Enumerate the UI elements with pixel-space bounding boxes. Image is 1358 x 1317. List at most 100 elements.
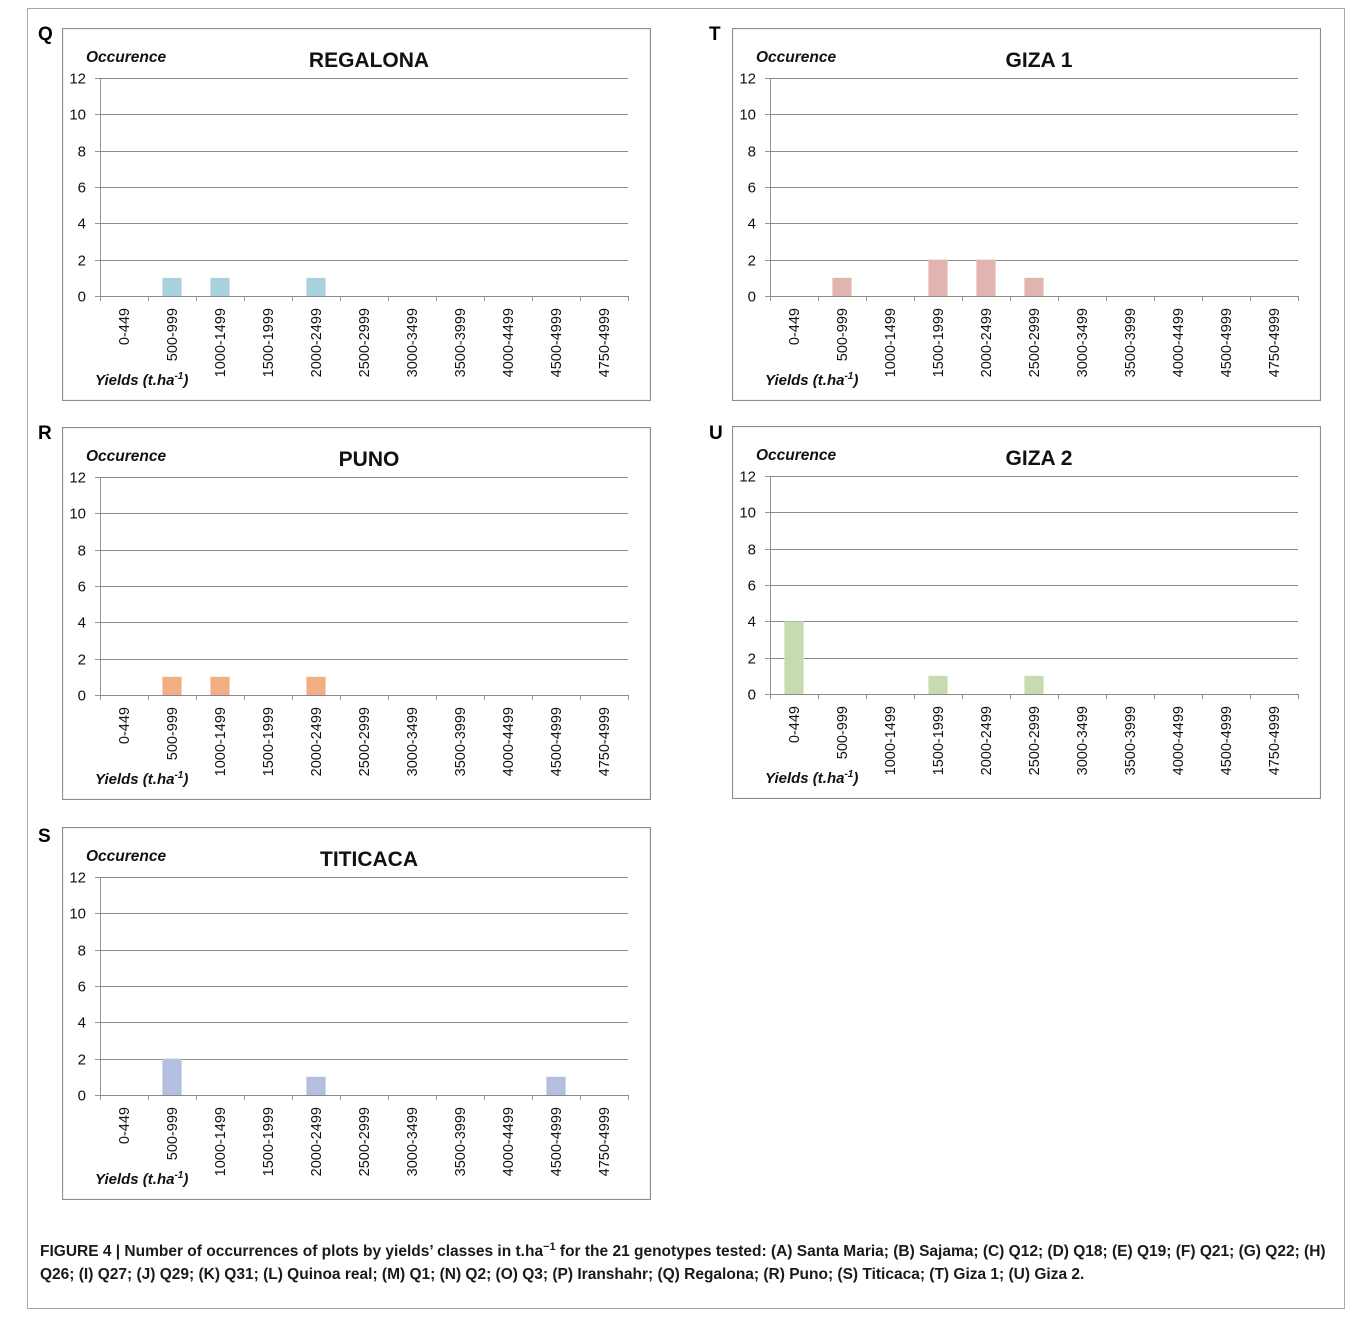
- bar-2000-2499: [306, 1076, 326, 1095]
- x-tick-label-4750-4999: 4750-4999: [597, 1107, 613, 1176]
- x-tick-label-1000-1499: 1000-1499: [213, 308, 229, 377]
- y-tick-label: 6: [78, 579, 86, 596]
- x-tick-label-2500-2999: 2500-2999: [357, 308, 373, 377]
- y-tick-label: 4: [78, 615, 86, 632]
- y-tick-label: 10: [739, 505, 756, 522]
- x-axis-label-main: Yields (t.ha: [95, 372, 174, 389]
- x-tick-label-2000-2499: 2000-2499: [309, 707, 325, 776]
- y-tick-label: 4: [748, 216, 756, 233]
- y-tick-label: 12: [739, 71, 756, 88]
- y-tick-label: 6: [78, 180, 86, 197]
- x-tick-label-4500-4999: 4500-4999: [1219, 706, 1235, 775]
- x-axis-label-sup: -1: [174, 1170, 183, 1181]
- chart-puno: 0 2 4 6 8 10 12 0-449 500-999 1000-1499 1500-1999 2…: [62, 427, 651, 800]
- x-tick-label-4750-4999: 4750-4999: [597, 707, 613, 776]
- x-tick-label-4750-4999: 4750-4999: [1267, 706, 1283, 775]
- x-tick-label-0-449: 0-449: [117, 308, 133, 345]
- x-axis-label: Yields (t.ha-1): [95, 371, 188, 389]
- bar-4500-4999: [546, 1076, 566, 1095]
- y-tick-label: 12: [69, 71, 86, 88]
- x-axis-label-end: ): [181, 1171, 188, 1188]
- y-tick-label: 10: [69, 906, 86, 923]
- x-tick-label-4500-4999: 4500-4999: [1219, 308, 1235, 377]
- x-tick-label-500-999: 500-999: [165, 707, 181, 760]
- x-tick-label-0-449: 0-449: [117, 707, 133, 744]
- x-tick-label-0-449: 0-449: [787, 308, 803, 345]
- x-tick-label-3500-3999: 3500-3999: [453, 707, 469, 776]
- chart-giza-2: 0 2 4 6 8 10 12 0-449 500-999 1000-1499 1500-1999 2…: [732, 426, 1321, 799]
- x-tick-label-0-449: 0-449: [117, 1107, 133, 1144]
- x-tick-label-4000-4499: 4000-4499: [1171, 308, 1187, 377]
- x-axis-label-main: Yields (t.ha: [95, 771, 174, 788]
- y-tick-label: 4: [78, 216, 86, 233]
- panel-letter-s: S: [38, 826, 51, 847]
- x-tick-label-3500-3999: 3500-3999: [1123, 706, 1139, 775]
- chart-border: [62, 827, 651, 1200]
- bar-500-999: [162, 676, 182, 695]
- x-tick-label-0-449: 0-449: [787, 706, 803, 743]
- bar-2000-2499: [976, 259, 996, 296]
- y-axis-label: Occurence: [756, 49, 837, 66]
- y-tick-label: 10: [69, 107, 86, 124]
- chart-regalona: 0 2 4 6 8 10 12 0-449 500-999 1000-1499 1500-1999 2…: [62, 28, 651, 401]
- x-tick-label-1500-1999: 1500-1999: [261, 707, 277, 776]
- chart-title: REGALONA: [309, 49, 429, 72]
- y-tick-label: 10: [69, 506, 86, 523]
- y-axis-label: Occurence: [86, 448, 167, 465]
- chart-titicaca: 0 2 4 6 8 10 12 0-449 500-999 1000-1499 1500-1999 2…: [62, 827, 651, 1200]
- x-tick-label-3000-3499: 3000-3499: [405, 1107, 421, 1176]
- x-tick-label-1500-1999: 1500-1999: [261, 308, 277, 377]
- x-tick-label-4500-4999: 4500-4999: [549, 308, 565, 377]
- bar-2000-2499: [306, 277, 326, 296]
- x-tick-label-4500-4999: 4500-4999: [549, 707, 565, 776]
- x-tick-label-500-999: 500-999: [165, 308, 181, 361]
- y-tick-label: 0: [748, 289, 756, 306]
- bar-500-999: [162, 1058, 182, 1095]
- x-tick-label-1500-1999: 1500-1999: [261, 1107, 277, 1176]
- x-tick-label-4750-4999: 4750-4999: [1267, 308, 1283, 377]
- chart-border: [62, 28, 651, 401]
- y-tick-label: 8: [748, 542, 756, 559]
- x-tick-label-4750-4999: 4750-4999: [597, 308, 613, 377]
- bar-2500-2999: [1024, 277, 1044, 296]
- x-axis-label-main: Yields (t.ha: [765, 770, 844, 787]
- y-tick-label: 12: [69, 870, 86, 887]
- x-tick-label-3500-3999: 3500-3999: [453, 1107, 469, 1176]
- x-axis-label-end: ): [851, 770, 858, 787]
- y-axis-label: Occurence: [86, 848, 167, 865]
- x-tick-label-3000-3499: 3000-3499: [405, 308, 421, 377]
- chart-border: [732, 28, 1321, 401]
- x-tick-label-1000-1499: 1000-1499: [883, 308, 899, 377]
- y-tick-label: 0: [78, 289, 86, 306]
- x-tick-label-3000-3499: 3000-3499: [1075, 308, 1091, 377]
- y-tick-label: 4: [748, 614, 756, 631]
- x-tick-label-1000-1499: 1000-1499: [213, 707, 229, 776]
- x-tick-label-2500-2999: 2500-2999: [357, 1107, 373, 1176]
- x-tick-label-4500-4999: 4500-4999: [549, 1107, 565, 1176]
- y-tick-label: 12: [69, 470, 86, 487]
- y-tick-label: 2: [748, 253, 756, 270]
- bar-0-449: [784, 621, 804, 694]
- panel-letter-q: Q: [38, 24, 53, 45]
- y-tick-label: 2: [78, 652, 86, 669]
- caption-rest: for the 21 genotypes tested: (A) Santa M…: [40, 1243, 1326, 1284]
- x-tick-label-2000-2499: 2000-2499: [309, 308, 325, 377]
- x-tick-label-500-999: 500-999: [165, 1107, 181, 1160]
- x-tick-label-4000-4499: 4000-4499: [1171, 706, 1187, 775]
- x-tick-label-4000-4499: 4000-4499: [501, 1107, 517, 1176]
- bar-1000-1499: [210, 676, 230, 695]
- x-tick-label-2500-2999: 2500-2999: [1027, 308, 1043, 377]
- x-tick-label-1000-1499: 1000-1499: [883, 706, 899, 775]
- y-tick-label: 10: [739, 107, 756, 124]
- y-tick-label: 0: [78, 1088, 86, 1105]
- y-tick-label: 0: [78, 688, 86, 705]
- chart-title: TITICACA: [320, 848, 418, 871]
- x-axis-label-sup: -1: [174, 770, 183, 781]
- chart-title: GIZA 2: [1006, 447, 1073, 470]
- x-axis-label-main: Yields (t.ha: [95, 1171, 174, 1188]
- y-tick-label: 0: [748, 687, 756, 704]
- y-tick-label: 6: [748, 578, 756, 595]
- x-axis-label-end: ): [851, 372, 858, 389]
- x-axis-label-end: ): [181, 771, 188, 788]
- x-tick-label-2500-2999: 2500-2999: [357, 707, 373, 776]
